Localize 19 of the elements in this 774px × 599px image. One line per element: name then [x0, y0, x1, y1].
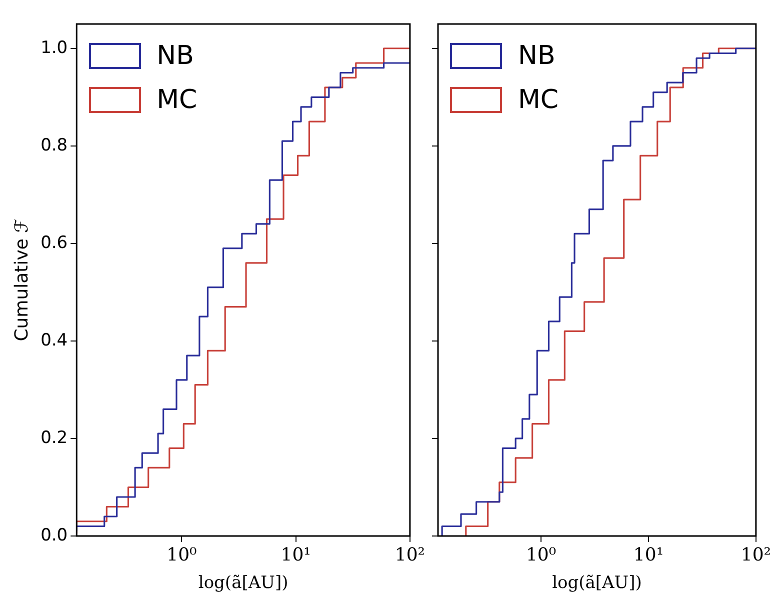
- x-tick-label: 10¹: [280, 544, 311, 566]
- legend-label: MC: [156, 84, 198, 117]
- y-tick-label: 0.2: [40, 428, 68, 448]
- y-tick-label: 0.0: [40, 525, 68, 546]
- legend-label: MC: [518, 84, 559, 117]
- x-axis-title: log(ã[AU]): [552, 573, 642, 594]
- y-tick-label: 1.0: [40, 38, 68, 58]
- x-axis-title: log(ã[AU]): [198, 573, 288, 594]
- y-tick-label: 0.6: [40, 232, 68, 253]
- legend-label: NB: [156, 40, 194, 73]
- x-tick-label: 10²: [740, 544, 771, 566]
- y-tick-label: 0.8: [40, 135, 68, 156]
- x-tick-label: 10⁰: [526, 544, 556, 566]
- x-tick-label: 10²: [394, 544, 425, 566]
- y-axis-title: Cumulative ℱ: [11, 218, 32, 342]
- y-tick-label: 0.4: [40, 330, 68, 350]
- legend-label: NB: [518, 40, 556, 73]
- x-tick-label: 10¹: [633, 544, 664, 566]
- x-tick-label: 10⁰: [166, 544, 197, 566]
